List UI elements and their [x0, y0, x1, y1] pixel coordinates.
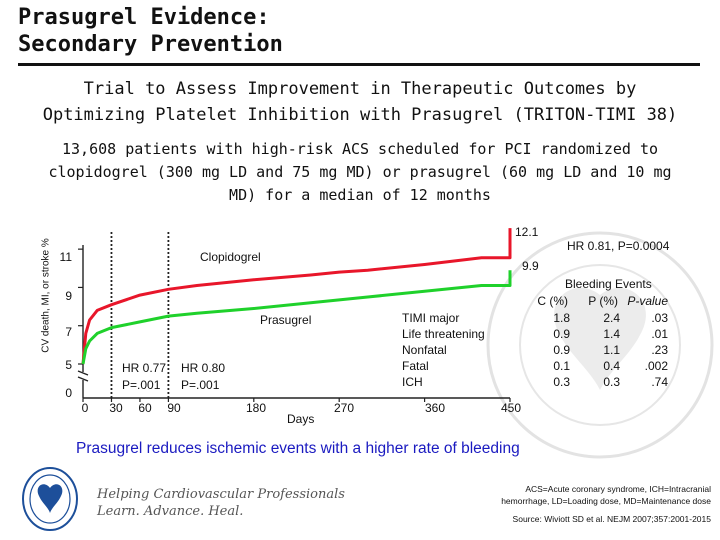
bleeding-row-label: TIMI major [402, 311, 460, 325]
abbreviations-footnote: ACS=Acute coronary syndrome, ICH=Intracr… [455, 483, 711, 507]
bleeding-row-c: 1.8 [553, 311, 570, 325]
hr-day90-p: P=.001 [181, 378, 220, 392]
chart-axes [77, 232, 511, 402]
x-tick-360: 360 [424, 401, 446, 415]
hazard-ratio-day30: HR 0.77 P=.001 [122, 360, 166, 394]
prasugrel-end-value: 9.9 [522, 259, 539, 273]
y-tick-9: 9 [65, 289, 72, 303]
bleeding-table-title: Bleeding Events [565, 277, 652, 291]
y-tick-0: 0 [65, 386, 72, 400]
x-tick-90: 90 [167, 401, 181, 415]
y-axis-break [77, 370, 89, 382]
trial-name-line-2: Optimizing Platelet Inhibition with Pras… [42, 105, 678, 125]
bleeding-row-pvalue: .002 [644, 359, 668, 373]
y-tick-7: 7 [65, 325, 72, 339]
clopidogrel-end-value: 12.1 [515, 225, 539, 239]
design-line-3: MD) for a median of 12 months [229, 186, 491, 204]
clopidogrel-curve [81, 228, 512, 365]
bleeding-row-c: 0.3 [553, 375, 570, 389]
bleeding-row-label: ICH [402, 375, 423, 389]
hazard-ratio-overall: HR 0.81, P=0.0004 [567, 239, 670, 253]
bleeding-row-label: Fatal [402, 359, 429, 373]
design-line-1: 13,608 patients with high-risk ACS sched… [61, 140, 659, 158]
trial-design: 13,608 patients with high-risk ACS sched… [25, 138, 695, 207]
bleeding-row-p: 2.4 [603, 311, 620, 325]
hazard-ratio-day90: HR 0.80 P=.001 [181, 360, 225, 394]
y-tick-5: 5 [65, 358, 72, 372]
prasugrel-label: Prasugrel [260, 313, 312, 327]
bleeding-row-pvalue: .01 [651, 327, 668, 341]
x-tick-450: 450 [500, 401, 522, 415]
prasugrel-curve [81, 270, 512, 365]
trial-name: Trial to Assess Improvement in Therapeut… [20, 76, 700, 128]
logo-tagline: Helping Cardiovascular Professionals Lea… [97, 486, 345, 520]
x-axis-label: Days [287, 412, 315, 426]
bleeding-header-pvalue: P-value [627, 294, 668, 308]
footnote-line-2: hemorrhage, LD=Loading dose, MD=Maintena… [501, 496, 711, 506]
logo-line-1: Helping Cardiovascular Professionals [97, 487, 345, 502]
society-logo-icon [22, 467, 78, 531]
hr-day30-p: P=.001 [122, 378, 161, 392]
trial-name-line-1: Trial to Assess Improvement in Therapeut… [83, 79, 637, 99]
bleeding-row-p: 0.3 [603, 375, 620, 389]
clopidogrel-label: Clopidogrel [200, 250, 261, 264]
bleeding-row-label: Life threatening [402, 327, 485, 341]
bleeding-row-pvalue: .03 [651, 311, 668, 325]
bleeding-row-c: 0.9 [553, 343, 570, 357]
title-divider [18, 63, 700, 66]
x-tick-270: 270 [333, 401, 355, 415]
bleeding-row-p: 0.4 [603, 359, 620, 373]
hr-day90-value: HR 0.80 [181, 361, 226, 375]
x-tick-30: 30 [109, 401, 123, 415]
y-tick-11: 11 [59, 250, 72, 264]
bleeding-row-p: 1.4 [603, 327, 620, 341]
title-line-2: Secondary Prevention [18, 32, 283, 57]
footnote-line-1: ACS=Acute coronary syndrome, ICH=Intracr… [525, 484, 711, 494]
x-tick-180: 180 [245, 401, 267, 415]
design-line-2: clopidogrel (300 mg LD and 75 mg MD) or … [48, 163, 672, 181]
slide-title: Prasugrel Evidence: Secondary Prevention [18, 4, 283, 58]
bleeding-row-p: 1.1 [603, 343, 620, 357]
bleeding-row-c: 0.9 [553, 327, 570, 341]
watermark-seal [486, 231, 714, 459]
bleeding-header-p: P (%) [588, 294, 618, 308]
title-line-1: Prasugrel Evidence: [18, 5, 270, 30]
hr-day30-value: HR 0.77 [122, 361, 167, 375]
bleeding-row-label: Nonfatal [402, 343, 447, 357]
bleeding-header-c: C (%) [537, 294, 568, 308]
bleeding-row-pvalue: .23 [651, 343, 668, 357]
bleeding-row-pvalue: .74 [651, 375, 668, 389]
logo-line-2: Learn. Advance. Heal. [97, 504, 244, 519]
bleeding-row-c: 0.1 [553, 359, 570, 373]
conclusion-text: Prasugrel reduces ischemic events with a… [76, 440, 520, 457]
chart-curves [81, 228, 512, 365]
source-citation: Source: Wiviott SD et al. NEJM 2007;357:… [512, 514, 711, 524]
x-tick-0: 0 [81, 401, 89, 415]
x-tick-60: 60 [138, 401, 152, 415]
